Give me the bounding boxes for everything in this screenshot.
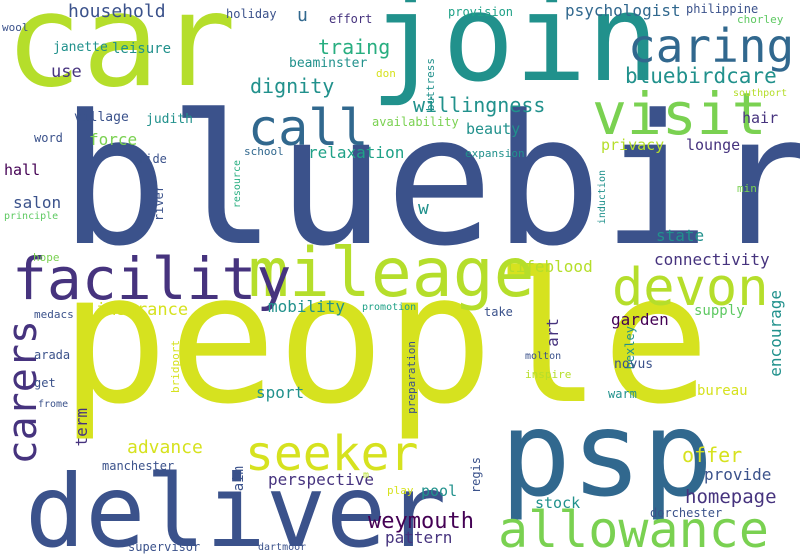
word-bureau: bureau xyxy=(697,383,748,399)
word-inspire: inspire xyxy=(525,368,572,381)
word-get: get xyxy=(34,376,56,390)
word-regis: regis xyxy=(469,457,483,494)
word-preparation: preparation xyxy=(405,341,418,414)
word-garden: garden xyxy=(611,310,669,329)
word-promotion: promotion xyxy=(362,302,417,313)
word-bridport: bridport xyxy=(169,340,182,393)
word-stock: stock xyxy=(535,494,581,512)
word-principle: principle xyxy=(4,211,59,222)
word-willingness: willingness xyxy=(413,93,546,117)
word-pool: pool xyxy=(421,482,458,500)
word-river: river xyxy=(152,185,166,222)
word-perspective: perspective xyxy=(268,470,374,489)
word-frome: frome xyxy=(38,399,69,410)
word-use: use xyxy=(51,62,82,82)
word-dartmoor: dartmoor xyxy=(258,542,307,553)
word-leisure: leisure xyxy=(112,41,172,57)
word-hall: hall xyxy=(4,161,41,179)
word-bluebird: bluebird xyxy=(60,77,800,286)
word-state: state xyxy=(656,226,705,245)
word-devon: devon xyxy=(612,258,769,318)
word-seeker: seeker xyxy=(245,426,419,482)
word-school: school xyxy=(244,145,284,158)
word-aim: aim xyxy=(231,466,247,492)
word-provide: provide xyxy=(704,465,772,484)
word-carers: carers xyxy=(0,320,46,465)
word-insurance: insurance xyxy=(96,300,189,320)
word-ride: ride xyxy=(138,152,167,166)
word-weymouth: weymouth xyxy=(368,509,474,534)
word-psychologist: psychologist xyxy=(565,1,681,20)
word-medacs: medacs xyxy=(34,308,74,321)
word-m: m xyxy=(363,470,370,481)
word-supervisor: supervisor xyxy=(128,540,201,554)
word-people: people xyxy=(60,235,711,444)
word-expansion: expansion xyxy=(465,147,525,160)
word-join: join xyxy=(370,0,659,109)
word-psp: psp xyxy=(500,385,714,523)
word-philippine: philippine xyxy=(686,2,759,16)
word-dignity: dignity xyxy=(250,74,335,98)
word-judith: judith xyxy=(146,112,193,127)
word-relaxation: relaxation xyxy=(308,143,405,162)
word-hope: hope xyxy=(33,251,60,264)
word-word: word xyxy=(34,131,63,145)
word-connectivity: connectivity xyxy=(654,250,770,269)
word-deliver: deliver xyxy=(25,453,447,560)
word-call: call xyxy=(248,99,369,157)
word-lifeblood: lifeblood xyxy=(506,257,593,276)
word-pattern: pattern xyxy=(385,528,453,547)
word-beaminster: beaminster xyxy=(289,56,368,71)
word-wool: wool xyxy=(2,21,29,34)
word-privacy: privacy xyxy=(601,136,665,154)
word-household: household xyxy=(68,1,166,22)
word-provision: provision xyxy=(448,5,514,19)
word-resource: resource xyxy=(232,160,243,209)
word-force: force xyxy=(89,130,138,149)
word-arada: arada xyxy=(34,348,71,362)
word-advance: advance xyxy=(127,437,203,458)
word-novus: novus xyxy=(614,357,654,372)
word-u: u xyxy=(297,5,308,26)
word-lounge: lounge xyxy=(686,136,741,154)
word-offer: offer xyxy=(682,443,743,467)
word-play: play xyxy=(387,484,414,497)
word-manchester: manchester xyxy=(102,459,175,473)
word-chorley: chorley xyxy=(737,13,784,26)
word-buttress: buttress xyxy=(424,58,437,111)
word-holiday: holiday xyxy=(226,7,277,21)
word-molton: molton xyxy=(525,351,562,362)
word-beauty: beauty xyxy=(466,120,521,138)
word-caring: caring xyxy=(628,19,795,73)
word-induction: induction xyxy=(597,170,608,225)
word-min: min xyxy=(737,182,757,195)
word-encourage: encourage xyxy=(766,290,785,377)
word-don: don xyxy=(376,67,396,80)
word-art: art xyxy=(543,318,562,347)
word-janette: janette xyxy=(53,40,108,55)
word-hair: hair xyxy=(742,109,779,127)
word-salon: salon xyxy=(13,193,62,212)
word-dorchester: dorchester xyxy=(650,506,723,520)
word-effort: effort xyxy=(329,12,373,26)
word-sport: sport xyxy=(256,383,305,402)
word-village: village xyxy=(74,110,129,125)
word-w: w xyxy=(418,198,429,219)
word-mobility: mobility xyxy=(268,297,346,316)
word-term: term xyxy=(72,408,91,447)
word-southport: southport xyxy=(733,88,788,99)
word-car: car xyxy=(5,0,237,116)
word-homepage: homepage xyxy=(685,486,777,508)
word-facility: facility xyxy=(12,245,292,313)
word-traing: traing xyxy=(318,35,391,59)
word-availability: availability xyxy=(372,115,459,129)
word-supply: supply xyxy=(694,303,745,319)
word-allowance: allowance xyxy=(498,501,769,559)
word-mileage: mileage xyxy=(248,234,535,313)
word-visit: visit xyxy=(592,80,767,148)
word-take: take xyxy=(484,305,513,319)
word-bluebirdcare: bluebirdcare xyxy=(625,64,777,88)
word-warm: warm xyxy=(608,387,637,401)
